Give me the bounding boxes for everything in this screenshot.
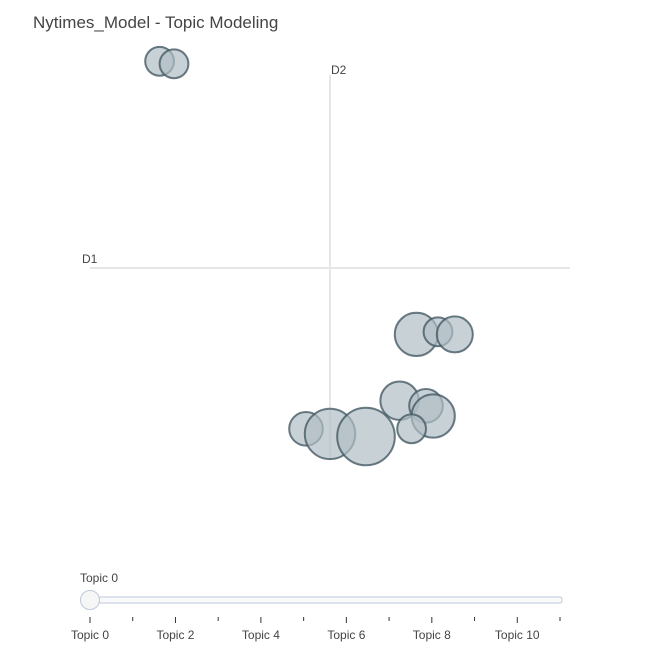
chart-title: Nytimes_Model - Topic Modeling: [33, 13, 279, 32]
y-axis-label: D2: [331, 63, 347, 77]
topic-bubble-8[interactable]: [396, 413, 428, 445]
slider-track[interactable]: [89, 596, 563, 604]
slider-ticks: Topic 0 Topic 2 Topic 4 Topic 6 Topic 8 Topic…: [71, 617, 561, 642]
x-axis-label: D1: [82, 252, 98, 266]
topic-bubble-11[interactable]: [336, 406, 396, 467]
slider-handle[interactable]: [80, 590, 100, 610]
axes-layer: D1 D2: [82, 63, 570, 460]
slider-tick-label-0: Topic 0: [71, 628, 109, 642]
topic-slider[interactable]: Topic 0 Topic 0 Topic 2 Topic 4 Topic 6 Topi…: [71, 571, 563, 642]
bubble-layer: [144, 45, 474, 467]
slider-tick-label-2: Topic 4: [242, 628, 280, 642]
slider-current-label: Topic 0: [80, 571, 118, 585]
topic-bubble-4[interactable]: [435, 315, 474, 354]
topic-bubble-1[interactable]: [158, 48, 190, 80]
slider-tick-label-3: Topic 6: [327, 628, 365, 642]
slider-tick-label-4: Topic 8: [413, 628, 451, 642]
slider-tick-label-5: Topic 10: [495, 628, 540, 642]
slider-tick-label-1: Topic 2: [156, 628, 194, 642]
